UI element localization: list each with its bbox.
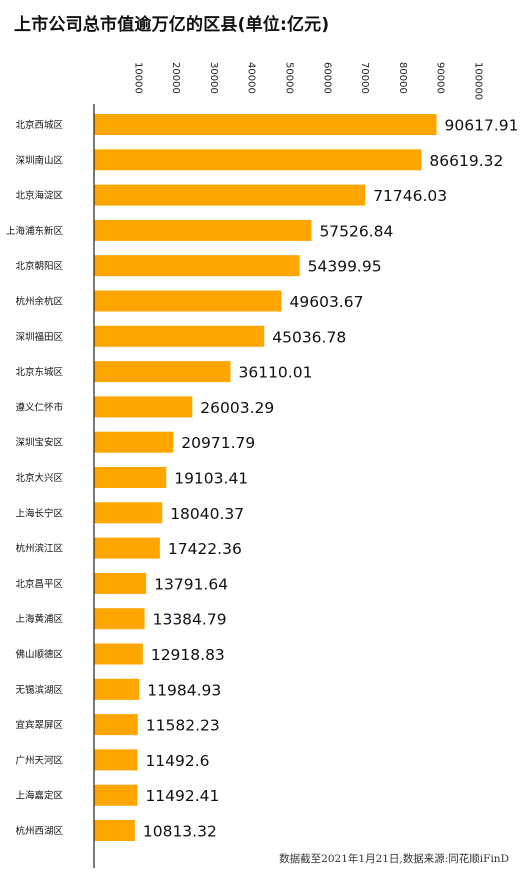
source-note: 数据截至2021年1月21日,数据来源:同花顺iFinD (279, 853, 509, 865)
category-label: 北京东城区 (15, 366, 63, 378)
value-label: 13791.64 (154, 575, 228, 593)
x-tick-label: 70000 (359, 62, 370, 94)
category-label: 上海嘉定区 (15, 790, 63, 802)
x-tick-label: 50000 (284, 62, 295, 94)
value-label: 54399.95 (308, 258, 382, 276)
category-label: 上海长宁区 (15, 507, 63, 519)
value-label: 10813.32 (143, 823, 217, 841)
bar (94, 361, 231, 383)
bars (94, 114, 437, 841)
value-label: 11984.93 (147, 681, 221, 699)
value-label: 45036.78 (272, 328, 346, 346)
x-tick-label: 40000 (246, 62, 257, 94)
category-label: 宜宾翠屏区 (15, 719, 63, 731)
bar (94, 184, 366, 206)
category-label: 北京海淀区 (15, 190, 63, 202)
bar (94, 255, 300, 277)
bar (94, 784, 138, 806)
x-tick-label: 90000 (435, 62, 446, 94)
bar (94, 467, 167, 488)
value-label: 18040.37 (170, 505, 244, 523)
bar (94, 149, 422, 171)
x-tick-label: 60000 (321, 62, 332, 94)
category-label: 杭州余杭区 (15, 296, 63, 308)
value-label: 11492.6 (145, 752, 209, 770)
chart-title: 上市公司总市值逾万亿的区县(单位:亿元) (14, 15, 330, 35)
value-label: 20971.79 (181, 434, 255, 452)
bar (94, 820, 135, 841)
category-label: 上海黄浦区 (15, 613, 63, 625)
bar (94, 502, 163, 524)
bar (94, 431, 174, 453)
category-label: 深圳宝安区 (15, 437, 63, 449)
category-label: 杭州西湖区 (15, 825, 63, 837)
category-label: 北京西城区 (15, 119, 63, 131)
category-label: 杭州滨江区 (15, 543, 63, 555)
x-tick-labels: 10000 20000 30000 40000 50000 60000 70000 80000… (132, 62, 483, 100)
value-label: 36110.01 (238, 364, 312, 382)
value-label: 11582.23 (146, 717, 220, 735)
value-label: 26003.29 (200, 399, 274, 417)
value-label: 90617.91 (445, 117, 519, 135)
bar (94, 749, 138, 771)
bar (94, 608, 145, 630)
value-label: 19103.41 (174, 470, 248, 488)
bar (94, 114, 437, 135)
bar (94, 219, 312, 241)
category-label: 无锡滨湖区 (15, 684, 63, 696)
value-label: 86619.32 (429, 152, 503, 170)
x-tick-label: 30000 (208, 62, 219, 94)
category-label: 深圳南山区 (15, 154, 63, 166)
value-label: 49603.67 (290, 293, 364, 311)
bar (94, 537, 160, 559)
bar (94, 325, 265, 347)
value-label: 12918.83 (151, 646, 225, 664)
category-label: 深圳福田区 (15, 331, 63, 343)
value-label: 11492.41 (145, 787, 219, 805)
x-tick-label: 100000 (473, 62, 484, 100)
bar (94, 396, 193, 418)
category-label: 上海浦东新区 (6, 225, 64, 237)
value-label: 57526.84 (319, 222, 393, 240)
category-label: 遵义仁怀市 (15, 401, 63, 413)
bar (94, 714, 138, 736)
category-label: 北京大兴区 (15, 472, 63, 484)
value-label: 71746.03 (373, 187, 447, 205)
x-tick-label: 80000 (397, 62, 408, 94)
value-labels: 90617.91 86619.32 71746.03 57526.84 54399.95… (143, 117, 519, 841)
value-label: 13384.79 (153, 611, 227, 629)
bar (94, 678, 140, 700)
category-label: 北京朝阳区 (15, 260, 63, 272)
category-label: 广州天河区 (15, 754, 63, 766)
category-label: 佛山顺德区 (15, 649, 63, 661)
category-labels: 北京西城区深圳南山区北京海淀区上海浦东新区北京朝阳区杭州余杭区深圳福田区北京东城… (6, 119, 64, 837)
bar (94, 572, 147, 594)
x-tick-label: 10000 (132, 62, 143, 94)
bar (94, 643, 143, 665)
value-label: 17422.36 (168, 540, 242, 558)
bar (94, 290, 282, 312)
category-label: 北京昌平区 (15, 578, 63, 590)
x-tick-label: 20000 (170, 62, 181, 94)
